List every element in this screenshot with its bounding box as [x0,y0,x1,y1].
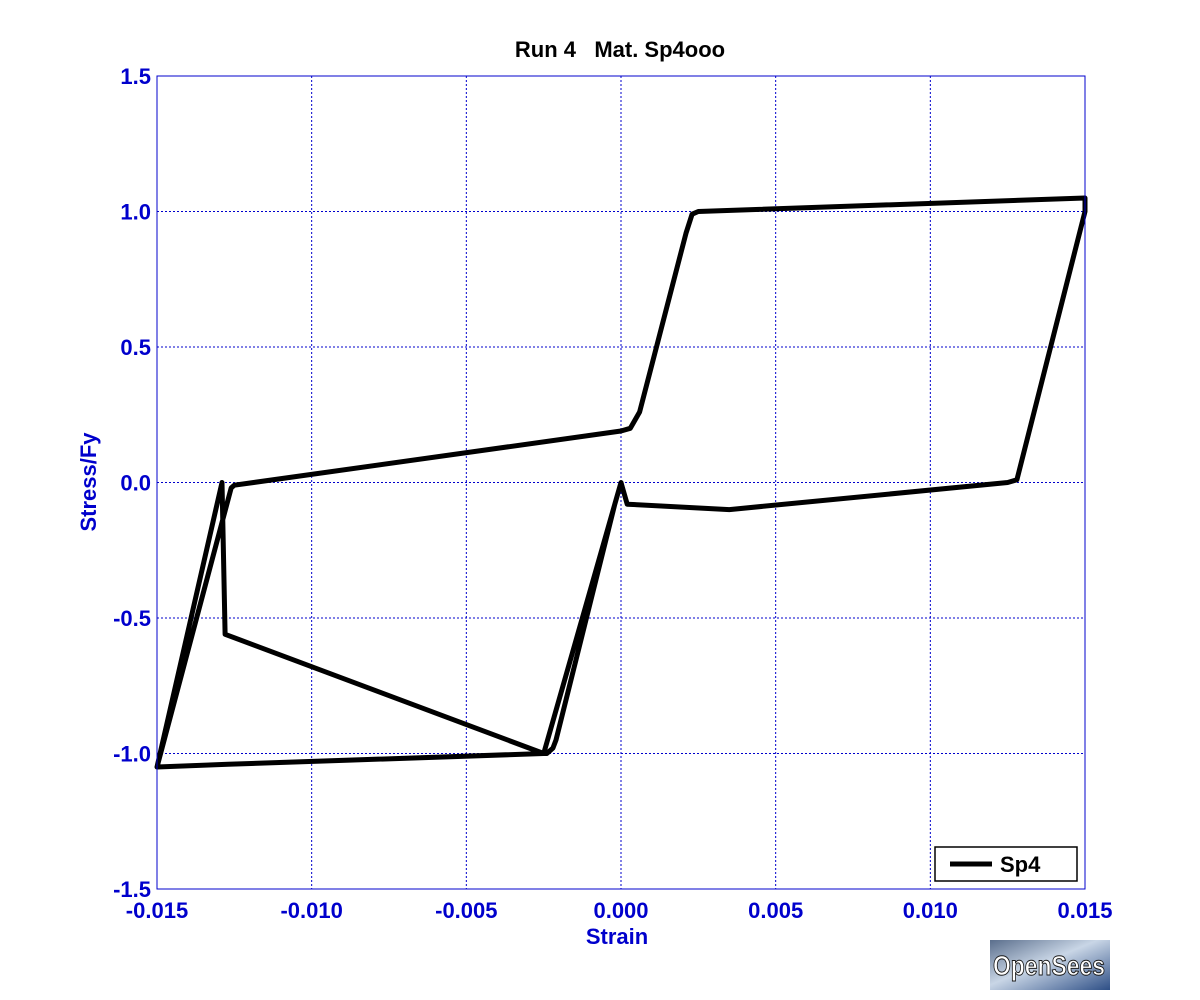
y-tick-label: 1.0 [120,200,151,225]
x-tick-label: 0.015 [1057,898,1112,923]
chart-title: Run 4 Mat. Sp4ooo [515,37,725,62]
legend-box [934,846,1078,882]
y-tick-label: -1.0 [113,742,151,767]
y-axis-label: Stress/Fy [76,432,101,532]
x-tick-label: 0.010 [903,898,958,923]
plot-frame [156,75,1086,890]
y-axis: -1.5 -1.0 -0.5 0.0 0.5 1.0 1.5 [113,64,151,902]
series-sp4 [154,195,1088,770]
x-tick-label: -0.015 [126,898,188,923]
x-axis: -0.015 -0.010 -0.005 0.000 0.005 0.010 0.015 [126,898,1113,923]
opensees-logo: OpenSees [990,940,1110,990]
y-tick-label: -1.5 [113,877,151,902]
x-tick-label: -0.005 [435,898,497,923]
x-tick-label: 0.000 [593,898,648,923]
series-line-sp4 [154,195,1088,770]
logo-text: OpenSees [993,950,1105,981]
y-tick-label: -0.5 [113,606,151,631]
y-tick-label: 1.5 [120,64,151,89]
x-tick-label: -0.010 [280,898,342,923]
y-tick-label: 0.5 [120,335,151,360]
legend: Sp4 [934,846,1078,882]
logo-background [990,940,1110,990]
x-tick-label: 0.005 [748,898,803,923]
legend-label-sp4: Sp4 [1000,852,1041,877]
y-tick-label: 0.0 [120,471,151,496]
x-axis-label: Strain [586,924,648,949]
